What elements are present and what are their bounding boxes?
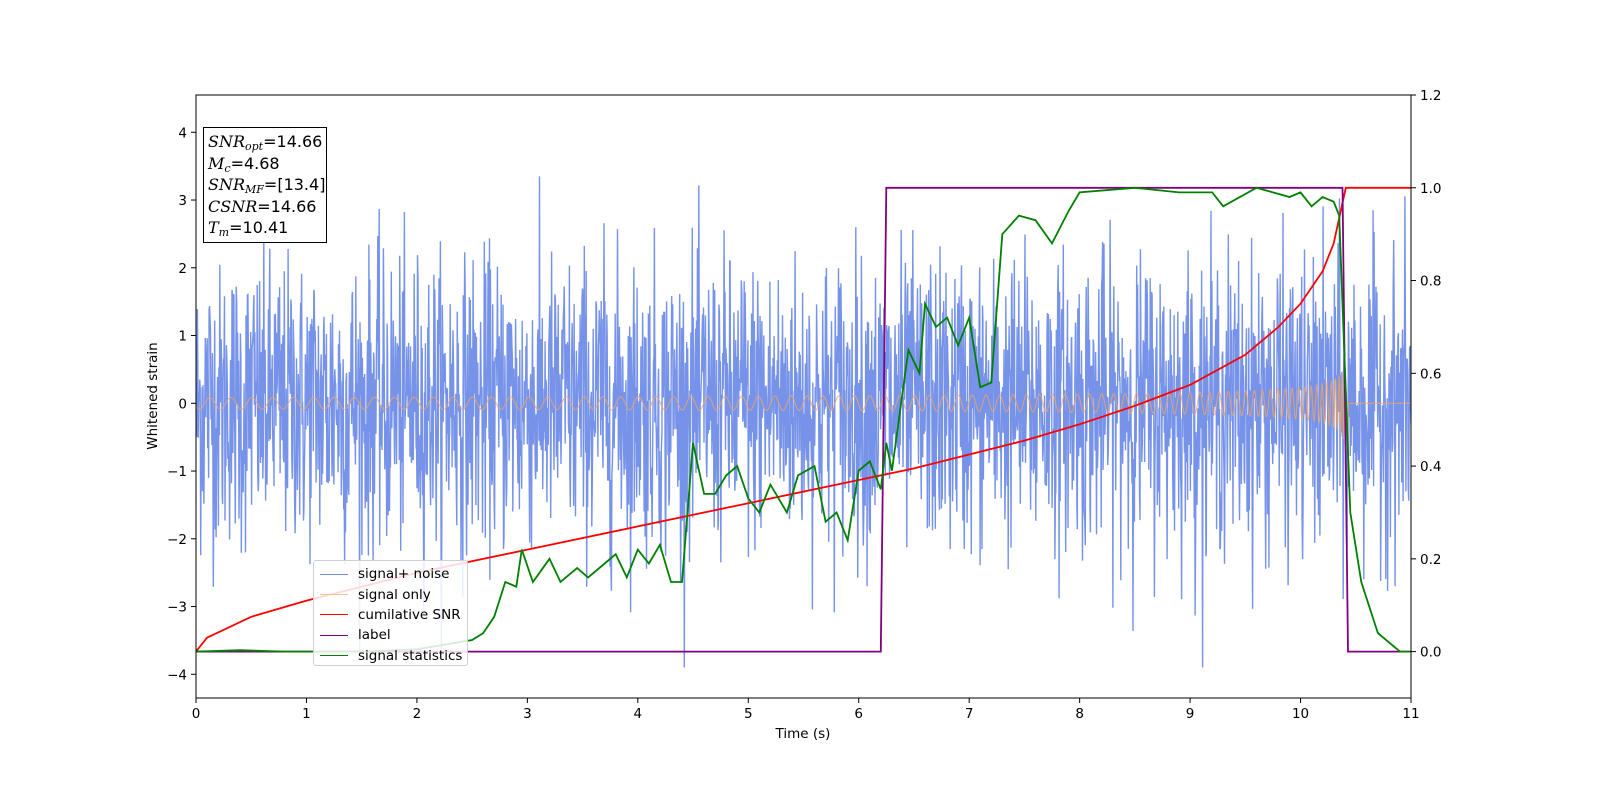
y-left-tick-label: 4 bbox=[178, 125, 187, 141]
y-right-tick-label: 0.2 bbox=[1420, 552, 1441, 568]
y-left-tick-label: 1 bbox=[178, 329, 187, 345]
y-left-tick-label: −2 bbox=[167, 532, 187, 548]
series-signal-noise bbox=[196, 176, 1411, 668]
legend-item-signal-statistics: signal statistics bbox=[320, 646, 467, 666]
legend-item-label: label bbox=[320, 625, 467, 645]
annotation-snr-mf: SNRMF=[13.4] bbox=[208, 175, 326, 196]
x-tick-label: 8 bbox=[1075, 706, 1084, 722]
x-tick-label: 10 bbox=[1292, 706, 1309, 722]
series-label bbox=[196, 186, 1411, 653]
y-right-tick-label: 1.0 bbox=[1420, 181, 1441, 197]
annotation-snr-opt: SNRopt=14.66 bbox=[208, 132, 323, 153]
y-axis-right: 0.0 0.2 0.4 0.6 0.8 1.0 1.2 bbox=[1411, 88, 1441, 661]
x-tick-label: 11 bbox=[1402, 706, 1419, 722]
y-left-tick-label: −3 bbox=[167, 600, 187, 616]
y-right-tick-label: 0.4 bbox=[1420, 459, 1441, 475]
y-left-tick-label: 3 bbox=[178, 193, 187, 209]
y-axis-label: Whitened strain bbox=[145, 342, 161, 449]
y-right-tick-label: 0.0 bbox=[1420, 645, 1441, 661]
annotation-mc: Mc=4.68 bbox=[208, 153, 280, 175]
x-tick-label: 0 bbox=[192, 706, 201, 722]
legend-item-signal-only: signal only bbox=[320, 584, 467, 604]
legend: signal+ noise signal only cumilative SNR… bbox=[313, 560, 468, 666]
y-axis-left: −4 −3 −2 −1 0 1 2 3 4 bbox=[167, 125, 196, 683]
plot-frame bbox=[195, 94, 1412, 699]
annotation-csnr: CSNR=14.66 bbox=[208, 196, 317, 216]
y-left-tick-label: −1 bbox=[167, 464, 187, 480]
x-tick-label: 9 bbox=[1186, 706, 1195, 722]
x-tick-label: 7 bbox=[965, 706, 974, 722]
y-left-tick-label: −4 bbox=[167, 667, 187, 683]
series-signal-statistics bbox=[196, 186, 1411, 653]
x-tick-label: 1 bbox=[302, 706, 311, 722]
annotation-tm: Tm=10.41 bbox=[208, 218, 289, 239]
x-axis-label: Time (s) bbox=[775, 726, 831, 742]
x-tick-label: 3 bbox=[523, 706, 532, 722]
x-tick-label: 4 bbox=[634, 706, 643, 722]
y-left-tick-label: 0 bbox=[178, 396, 187, 412]
legend-item-signal-noise: signal+ noise bbox=[320, 564, 467, 584]
x-tick-label: 5 bbox=[744, 706, 753, 722]
legend-item-cumulative-snr: cumilative SNR bbox=[320, 605, 467, 625]
y-right-tick-label: 0.6 bbox=[1420, 366, 1441, 382]
y-right-tick-label: 1.2 bbox=[1420, 88, 1441, 104]
annotation-box: SNRopt=14.66 Mc=4.68 SNRMF=[13.4] CSNR=1… bbox=[203, 127, 327, 243]
series-signal-only bbox=[196, 363, 1411, 449]
y-left-tick-label: 2 bbox=[178, 261, 187, 277]
x-axis: 0 1 2 3 4 5 6 7 8 9 10 11 bbox=[192, 698, 1420, 722]
x-tick-label: 2 bbox=[413, 706, 422, 722]
x-tick-label: 6 bbox=[854, 706, 863, 722]
y-right-tick-label: 0.8 bbox=[1420, 274, 1441, 290]
